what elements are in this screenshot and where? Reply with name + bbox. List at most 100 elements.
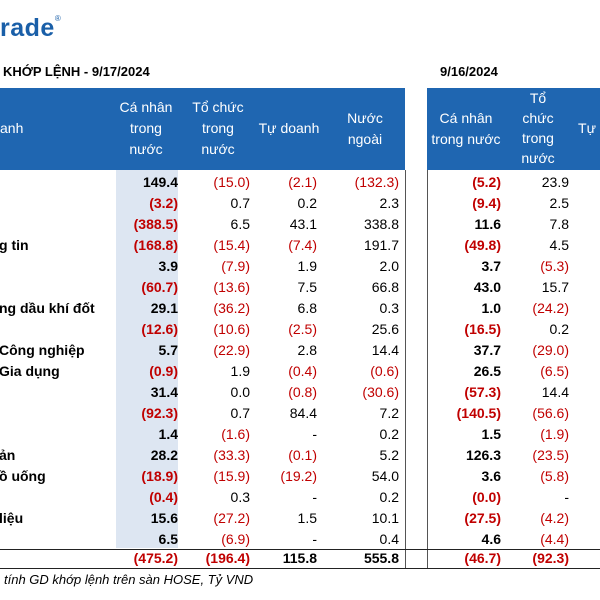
logo: rade®: [0, 13, 62, 42]
table-row: 3.9 (7.9) 1.9 2.0 3.7 (5.3): [0, 256, 600, 277]
cell-nn: 2.0: [379, 258, 399, 274]
cell-ca2: (49.8): [464, 237, 501, 253]
cell-tc2: (4.2): [540, 510, 569, 526]
cell-td: (2.5): [288, 321, 317, 337]
table-row: (0.4) 0.3 - 0.2 (0.0) -: [0, 487, 600, 508]
cell-tc2: 2.5: [549, 195, 569, 211]
cell-td: (0.1): [288, 447, 317, 463]
cell-tc: (13.6): [213, 279, 250, 295]
cell-nn: 5.2: [379, 447, 399, 463]
cell-tc: (27.2): [213, 510, 250, 526]
cell-ca2: 37.7: [473, 342, 501, 358]
cell-td: 84.4: [289, 405, 317, 421]
table-row: 31.4 0.0 (0.8) (30.6) (57.3) 14.4: [0, 382, 600, 403]
cell-td: (19.2): [280, 468, 317, 484]
cell-ca: (3.2): [149, 195, 178, 211]
cell-nn: 66.8: [371, 279, 399, 295]
sector-label: liệu: [0, 510, 24, 526]
cell-tc2: 0.2: [549, 321, 569, 337]
cell-ca2: 26.5: [473, 363, 501, 379]
cell-nn: 0.2: [379, 489, 399, 505]
sector-label: g tin: [0, 237, 29, 253]
cell-nn: 0.2: [379, 426, 399, 442]
table-row: 1.4 (1.6) - 0.2 1.5 (1.9): [0, 424, 600, 445]
cell-td: 1.9: [297, 258, 317, 274]
cell-ca: 29.1: [150, 300, 178, 316]
cell-ca: (18.9): [141, 468, 178, 484]
cell-ca: 28.2: [150, 447, 178, 463]
header-sector: anh: [0, 120, 24, 136]
total-ca-nhan-prev: (46.7): [464, 550, 501, 566]
total-row: (475.2) (196.4) 115.8 555.8 (46.7) (92.3…: [0, 548, 600, 569]
sector-label: ản: [0, 447, 16, 463]
cell-tc2: (4.4): [540, 531, 569, 547]
sector-label: ồ uống: [0, 468, 46, 484]
cell-td: -: [312, 531, 317, 547]
cell-tc: 0.0: [230, 384, 250, 400]
cell-td: 6.8: [297, 300, 317, 316]
header-ca-nhan: Cá nhân trong nước: [119, 99, 173, 157]
cell-ca: (60.7): [141, 279, 178, 295]
cell-tc2: 7.8: [549, 216, 569, 232]
cell-ca: 1.4: [158, 426, 178, 442]
table-row: (60.7) (13.6) 7.5 66.8 43.0 15.7: [0, 277, 600, 298]
cell-nn: 191.7: [363, 237, 399, 253]
cell-ca2: 3.7: [481, 258, 501, 274]
sector-label: ng dầu khí đốt: [0, 300, 95, 316]
cell-td: -: [312, 489, 317, 505]
cell-tc: 0.7: [230, 405, 250, 421]
cell-td: 0.2: [297, 195, 317, 211]
cell-tc2: 15.7: [541, 279, 569, 295]
cell-tc: (36.2): [213, 300, 250, 316]
cell-nn: (30.6): [362, 384, 399, 400]
cell-tc2: (24.2): [532, 300, 569, 316]
cell-ca2: (9.4): [472, 195, 501, 211]
cell-tc: (10.6): [213, 321, 250, 337]
cell-ca2: (140.5): [456, 405, 501, 421]
cell-nn: 338.8: [363, 216, 399, 232]
cell-ca2: 43.0: [473, 279, 501, 295]
cell-tc2: 23.9: [541, 174, 569, 190]
cell-td: 1.5: [297, 510, 317, 526]
cell-ca: (92.3): [141, 405, 178, 421]
cell-ca: 31.4: [150, 384, 178, 400]
cell-tc: (15.9): [213, 468, 250, 484]
header-nuoc-ngoai: Nước ngoài: [347, 110, 383, 147]
cell-tc: (7.9): [221, 258, 250, 274]
cell-tc: (33.3): [213, 447, 250, 463]
cell-ca: (168.8): [133, 237, 178, 253]
cell-nn: 10.1: [371, 510, 399, 526]
cell-tc2: (1.9): [540, 426, 569, 442]
header-left: anh Cá nhân trong nước Tổ chức trong nướ…: [0, 88, 405, 170]
table-row: ồ uống (18.9) (15.9) (19.2) 54.0 3.6 (5.8): [0, 466, 600, 487]
cell-nn: 0.3: [379, 300, 399, 316]
cell-ca2: 11.6: [474, 216, 501, 232]
table-row: (388.5) 6.5 43.1 338.8 11.6 7.8: [0, 214, 600, 235]
cell-ca2: 3.6: [481, 468, 501, 484]
divider-left: [405, 170, 406, 568]
cell-tc2: (29.0): [532, 342, 569, 358]
table-row: ản 28.2 (33.3) (0.1) 5.2 126.3 (23.5): [0, 445, 600, 466]
cell-ca: 6.5: [158, 531, 178, 547]
cell-td: 2.8: [297, 342, 317, 358]
table-title-right: 9/16/2024: [440, 64, 498, 79]
cell-tc: 0.7: [230, 195, 250, 211]
cell-td: (7.4): [288, 237, 317, 253]
cell-tc2: (56.6): [532, 405, 569, 421]
cell-ca2: 126.3: [465, 447, 501, 463]
total-ca-nhan: (475.2): [133, 550, 178, 566]
cell-ca2: (16.5): [464, 321, 501, 337]
cell-tc: (6.9): [221, 531, 250, 547]
cell-tc: (1.6): [221, 426, 250, 442]
cell-nn: 7.2: [379, 405, 399, 421]
cell-tc2: (23.5): [532, 447, 569, 463]
header-ca-nhan-prev: Cá nhân trong nước: [431, 110, 501, 147]
cell-ca2: (57.3): [464, 384, 501, 400]
table-row: (92.3) 0.7 84.4 7.2 (140.5) (56.6): [0, 403, 600, 424]
table-row: liệu 15.6 (27.2) 1.5 10.1 (27.5) (4.2): [0, 508, 600, 529]
cell-tc: (22.9): [213, 342, 250, 358]
sector-label: Gia dụng: [0, 363, 60, 379]
total-bottom-line: [0, 568, 600, 569]
header-tu-doanh: Tự doanh: [258, 120, 320, 136]
cell-td: 7.5: [297, 279, 317, 295]
